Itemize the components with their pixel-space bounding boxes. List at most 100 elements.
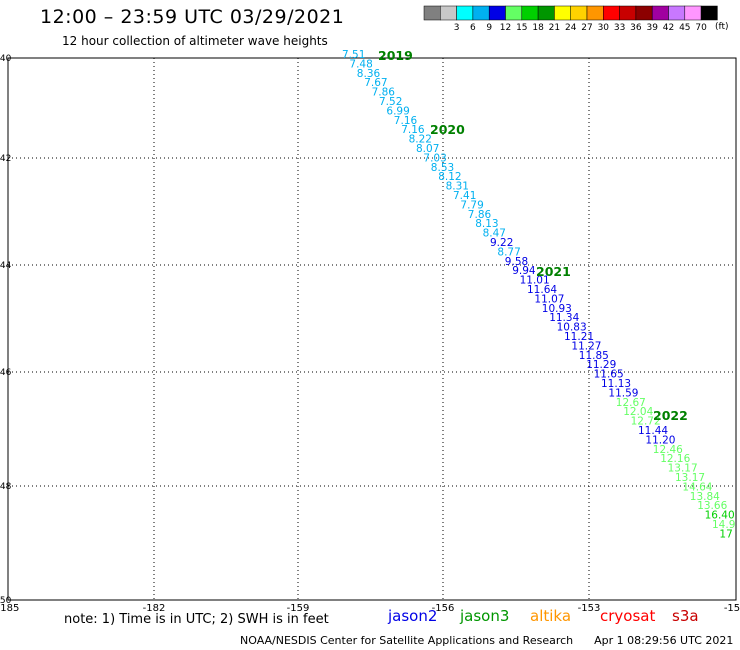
wave-height-label: 7.16: [401, 124, 425, 136]
wave-height-label: 12.46: [653, 444, 683, 456]
time-label: 2021: [536, 264, 571, 279]
wave-height-label: 8.53: [431, 162, 454, 174]
color-scale-label: 24: [565, 23, 577, 33]
color-scale-swatch: [472, 5, 490, 21]
wave-height-label: 8.31: [446, 181, 469, 193]
wave-height-label: 11.59: [608, 387, 638, 399]
wave-height-label: 11.21: [564, 331, 594, 343]
wave-height-label: 11.29: [586, 359, 616, 371]
color-scale-label: 30: [598, 23, 610, 33]
wave-height-label: 8.07: [416, 143, 439, 155]
color-scale-label: 15: [516, 23, 527, 33]
color-scale-unit: (ft): [715, 22, 729, 32]
color-scale-swatch: [570, 5, 588, 21]
legend-sat-jason3: jason3: [460, 607, 510, 625]
color-scale-swatch: [521, 5, 539, 21]
color-scale-label: 12: [500, 23, 511, 33]
x-tick-label: -159: [287, 603, 310, 614]
color-scale-label: 27: [581, 23, 592, 33]
wave-height-label: 7.79: [460, 199, 483, 211]
legend-note: note: 1) Time is in UTC; 2) SWH is in fe…: [64, 612, 329, 627]
y-tick-label: -42: [0, 154, 11, 164]
wave-height-label: 6.99: [386, 105, 409, 117]
color-scale-label: 45: [679, 23, 690, 33]
y-tick-label: -50: [0, 596, 12, 606]
wave-height-label: 11.85: [579, 350, 609, 362]
y-tick-label: -46: [0, 368, 12, 378]
wave-height-label: 8.13: [475, 218, 498, 230]
time-label: 2022: [653, 408, 688, 423]
wave-height-label: 11.27: [571, 340, 601, 352]
wave-height-label: 12.16: [660, 453, 690, 465]
wave-height-label: 7.48: [349, 58, 372, 70]
y-tick-label: -40: [0, 54, 12, 64]
wave-height-label: 17: [719, 528, 732, 540]
wave-height-label: 11.44: [638, 425, 668, 437]
color-scale-label: 6: [470, 23, 476, 33]
wave-height-label: 7.16: [394, 115, 418, 127]
legend-sat-s3a: s3a: [672, 607, 699, 625]
chart-subtitle: 12 hour collection of altimeter wave hei…: [62, 34, 328, 48]
wave-height-label: 11.07: [534, 293, 564, 305]
legend-sat-cryosat: cryosat: [600, 607, 656, 625]
wave-height-label: 13.17: [668, 463, 698, 475]
color-scale-swatch: [635, 5, 653, 21]
wave-height-label: 11.13: [601, 378, 631, 390]
color-scale-swatch: [505, 5, 523, 21]
wave-height-label: 9.94: [512, 265, 536, 277]
color-scale-swatch: [456, 5, 474, 21]
wave-height-label: 11.34: [549, 312, 579, 324]
wave-height-label: 8.12: [438, 171, 461, 183]
chart-title: 12:00 – 23:59 UTC 03/29/2021: [40, 6, 345, 28]
wave-height-label: 7.86: [372, 87, 396, 99]
wave-height-label: 7.86: [468, 209, 492, 221]
color-scale-swatch: [554, 5, 571, 21]
color-scale-label: 9: [486, 23, 492, 33]
wave-height-label: 11.20: [645, 434, 675, 446]
color-scale-swatch: [440, 5, 457, 21]
wave-height-label: 8.36: [357, 68, 381, 80]
wave-height-label: 12.67: [616, 397, 646, 409]
wave-height-label: 9.58: [505, 256, 528, 268]
wave-height-label: 7.52: [379, 96, 402, 108]
color-scale-swatch: [619, 5, 637, 21]
wave-height-label: 14.9: [712, 519, 735, 531]
wave-height-label: 9.22: [490, 237, 513, 249]
wave-height-label: 13.84: [690, 491, 720, 503]
x-tick-label: -185: [0, 603, 19, 614]
wave-height-label: 12.04: [623, 406, 653, 418]
wave-height-label: 14.64: [682, 481, 712, 493]
color-scale-label: 33: [614, 23, 625, 33]
color-scale-swatch: [603, 5, 620, 21]
color-scale-label: 42: [663, 23, 674, 33]
wave-height-label: 12.72: [631, 416, 661, 428]
color-scale-swatch: [488, 5, 506, 21]
color-scale-swatch: [423, 5, 441, 21]
wave-height-label: 13.66: [697, 500, 727, 512]
color-scale-swatch: [684, 5, 702, 21]
wave-height-label: 8.47: [483, 228, 506, 240]
wave-height-label: 16.40: [705, 510, 735, 522]
color-scale-swatch: [651, 5, 669, 21]
color-scale-swatch: [537, 5, 555, 21]
time-label: 2019: [378, 48, 413, 63]
color-scale-label: 39: [646, 23, 658, 33]
color-scale-swatch: [700, 5, 718, 21]
y-tick-label: -44: [0, 261, 12, 271]
wave-height-label: 10.93: [542, 303, 572, 315]
legend-sat-jason2: jason2: [388, 607, 438, 625]
color-scale-label: 18: [532, 23, 544, 33]
footer-timestamp: Apr 1 08:29:56 UTC 2021: [594, 634, 734, 647]
wave-height-label: 10.83: [557, 322, 587, 334]
color-scale-swatch: [586, 5, 604, 21]
wave-height-label: 7.67: [364, 77, 387, 89]
wave-height-label: 11.01: [520, 275, 550, 287]
footer: NOAA/NESDIS Center for Satellite Applica…: [240, 634, 733, 647]
color-scale-label: 36: [630, 23, 642, 33]
footer-credit: NOAA/NESDIS Center for Satellite Applica…: [240, 634, 574, 647]
x-tick-label: -153: [578, 603, 601, 614]
x-tick-label: -15: [724, 603, 740, 614]
x-tick-label: -182: [143, 603, 166, 614]
y-tick-label: -48: [0, 482, 12, 492]
color-scale-label: 3: [454, 23, 460, 33]
